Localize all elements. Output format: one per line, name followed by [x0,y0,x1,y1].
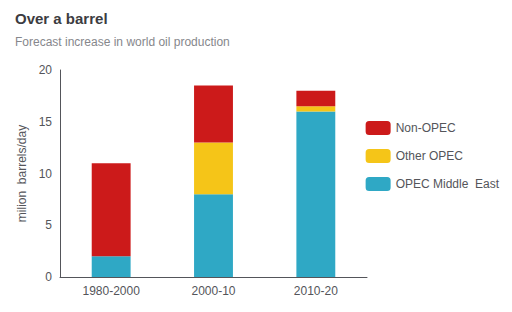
svg-text:10: 10 [39,167,53,181]
svg-text:2000-10: 2000-10 [191,284,235,298]
svg-text:5: 5 [45,218,52,232]
svg-text:Other OPEC: Other OPEC [396,149,464,163]
svg-text:2010-20: 2010-20 [294,284,338,298]
svg-text:20: 20 [39,63,53,77]
svg-text:milion barrels/day: milion barrels/day [15,125,29,222]
svg-text:1980-2000: 1980-2000 [82,284,140,298]
svg-text:0: 0 [45,270,52,284]
svg-text:15: 15 [39,115,53,129]
svg-text:Non-OPEC: Non-OPEC [396,121,456,135]
svg-text:Forecast increase in world oil: Forecast increase in world oil productio… [15,35,230,49]
svg-text:Over a barrel: Over a barrel [15,10,108,27]
svg-text:OPEC Middle East: OPEC Middle East [396,177,500,191]
